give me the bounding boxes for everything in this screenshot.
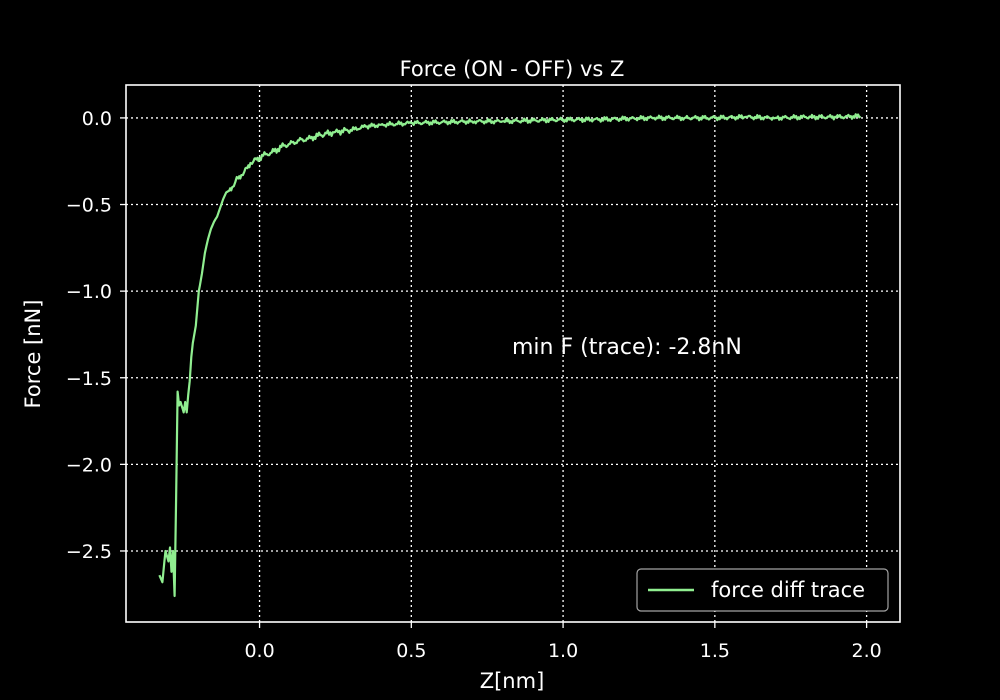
- y-tick-label: −2.5: [66, 541, 112, 563]
- legend-label-force-diff-trace: force diff trace: [711, 578, 865, 602]
- x-tick-label: 1.5: [700, 640, 730, 662]
- grid-lines: [126, 85, 900, 622]
- series-line-force-diff-trace: [158, 113, 862, 598]
- x-tick-label: 0.0: [244, 640, 274, 662]
- y-axis-label: Force [nN]: [21, 300, 45, 409]
- x-tick-label: 1.0: [548, 640, 578, 662]
- plot-area-frame: [125, 84, 901, 623]
- y-tick-label: −0.5: [66, 195, 112, 217]
- y-tick-label: −1.0: [66, 281, 112, 303]
- min-force-annotation: min F (trace): -2.8nN: [512, 335, 742, 360]
- legend-box: [636, 568, 889, 612]
- y-tick-label: −1.5: [66, 368, 112, 390]
- y-tick-label: −2.0: [66, 454, 112, 476]
- y-axis-ticks: 0.0 −0.5 −1.0 −1.5 −2.0 −2.5: [66, 108, 126, 563]
- x-axis-label: Z[nm]: [480, 669, 545, 693]
- x-tick-label: 0.5: [396, 640, 426, 662]
- chart-title: Force (ON - OFF) vs Z: [400, 57, 625, 81]
- y-tick-label: 0.0: [82, 108, 112, 130]
- legend: force diff trace: [636, 568, 889, 612]
- series-layer: [158, 113, 862, 598]
- x-axis-ticks: 0.0 0.5 1.0 1.5 2.0: [244, 622, 882, 662]
- x-tick-label: 2.0: [852, 640, 882, 662]
